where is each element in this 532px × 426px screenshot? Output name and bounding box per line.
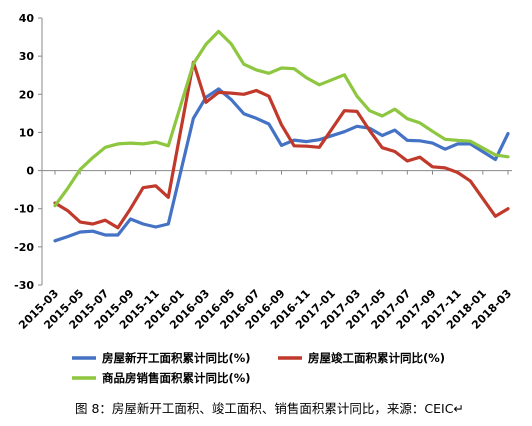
- series-3: [53, 29, 510, 208]
- figure-caption: 图 8：房屋新开工面积、竣工面积、销售面积累计同比，来源：CEIC↵: [75, 401, 464, 416]
- y-tick-label: 40: [19, 12, 35, 25]
- y-tick-label: 10: [19, 126, 35, 139]
- legend-label: 房屋竣工面积累计同比(%): [308, 351, 445, 365]
- y-tick-label: -30: [14, 279, 34, 292]
- y-tick-label: -20: [14, 241, 34, 254]
- y-tick-label: 20: [19, 88, 35, 101]
- series-layer: [53, 29, 510, 243]
- y-tick-label: 0: [26, 165, 34, 178]
- series-line: [53, 87, 510, 243]
- legend-label: 房屋新开工面积累计同比(%): [102, 351, 251, 365]
- y-axis-ticks: 40 30 20 10 0 -10 -20 -30: [14, 12, 42, 292]
- series-line: [53, 60, 510, 230]
- series-1: [53, 87, 510, 243]
- y-tick-label: 30: [19, 50, 35, 63]
- x-axis-ticks: 2015-032015-052015-072015-092015-112016-…: [16, 170, 514, 332]
- legend: 房屋新开工面积累计同比(%) 房屋竣工面积累计同比(%) 商品房销售面积累计同比(%…: [72, 351, 445, 385]
- legend-label: 商品房销售面积累计同比(%): [102, 371, 251, 385]
- y-tick-label: -10: [14, 203, 34, 216]
- series-line: [53, 29, 510, 208]
